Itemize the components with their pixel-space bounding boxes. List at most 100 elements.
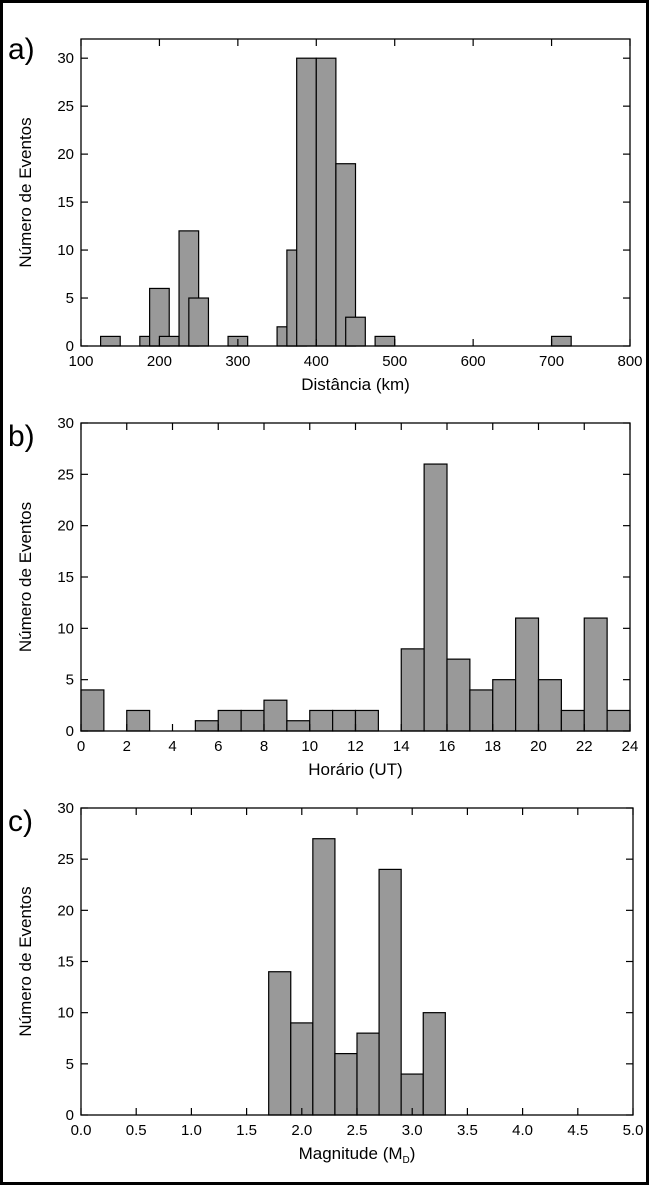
x-axis-label-subscript: D [403,1155,410,1166]
histogram-bar [400,648,425,732]
histogram-bar [606,709,631,732]
histogram-bar [550,335,572,347]
histogram-bar [583,617,608,732]
x-tick-label: 12 [347,738,364,755]
x-tick-label: 0.5 [126,1122,147,1139]
chart-panel-3: 0.0 0.5 1.0 1.5 2.0 2.5 3.0 3.5 4.0 4.5 5.0 0 5 10 15 2… [8,800,643,1166]
histogram-bar [537,679,562,732]
x-tick-label: 14 [393,738,410,755]
x-tick-label: 2 [123,738,131,755]
x-axis-label: Distância (km) [301,375,410,394]
histogram-bar [286,720,311,732]
histogram-bar [423,463,448,732]
x-tick-label: 24 [622,738,639,755]
plot-frame [80,38,631,347]
histogram-bar [422,1012,446,1116]
y-tick-label: 15 [57,194,74,211]
x-tick-label: 3.5 [457,1122,478,1139]
histogram-bar [354,709,379,732]
x-tick-label: 8 [260,738,268,755]
y-tick-label: 5 [66,1056,74,1073]
histogram-bar [345,316,366,347]
histogram-bar [217,709,242,732]
histogram-bar [240,709,265,732]
histogram-bar [356,1032,380,1116]
histogram-bar [290,1022,314,1116]
y-tick-label: 30 [57,415,74,432]
panel-label: c) [8,805,33,838]
x-tick-label: 1.0 [181,1122,202,1139]
x-tick-label: 1.5 [236,1122,257,1139]
histogram-bar [378,868,402,1116]
x-tick-label: 600 [461,353,486,370]
histogram-bar [312,838,336,1116]
x-tick-label: 18 [484,738,501,755]
x-tick-label: 700 [539,353,564,370]
y-tick-label: 25 [57,851,74,868]
panel-label: a) [8,33,35,66]
x-tick-label: 16 [439,738,456,755]
y-axis-label: Número de Eventos [16,502,35,652]
histogram-bar [332,709,357,732]
x-tick-label: 0.0 [71,1122,92,1139]
histogram-bar [80,689,105,732]
histogram-bar [296,57,317,347]
y-tick-label: 20 [57,902,74,919]
histogram-bar [268,971,292,1116]
histogram-bar [469,689,494,732]
x-tick-label: 300 [225,353,250,370]
histogram-bar [374,335,396,347]
histogram-bar [263,699,288,732]
x-axis-label: Magnitude (MD) [299,1144,416,1166]
x-tick-label: 2.5 [347,1122,368,1139]
x-tick-label: 2.0 [291,1122,312,1139]
y-tick-label: 5 [66,290,74,307]
histogram-bar [492,679,517,732]
histogram-bar [309,709,334,732]
x-tick-label: 22 [576,738,593,755]
y-tick-label: 25 [57,466,74,483]
y-tick-label: 0 [66,338,74,355]
y-tick-label: 10 [57,620,74,637]
histogram-bar [334,1052,358,1116]
y-tick-label: 20 [57,146,74,163]
histogram-bar [315,57,337,347]
x-tick-label: 100 [68,353,93,370]
x-tick-label: 6 [214,738,222,755]
y-tick-label: 20 [57,518,74,535]
histogram-bar [188,297,210,347]
x-tick-label: 4.0 [512,1122,533,1139]
x-tick-label: 500 [382,353,407,370]
histogram-bar [126,709,151,732]
x-tick-label: 400 [304,353,329,370]
y-tick-label: 10 [57,242,74,259]
x-tick-label: 20 [530,738,547,755]
y-tick-label: 25 [57,98,74,115]
y-tick-label: 5 [66,672,74,689]
y-tick-label: 30 [57,50,74,67]
chart-panel-1: 100 200 300 400 500 600 700 800 0 5 10 15 20 25 30 a) Di… [8,33,643,394]
x-axis-label-end: ) [410,1144,416,1163]
y-tick-label: 15 [57,569,74,586]
y-axis-label: Número de Eventos [16,886,35,1036]
y-tick-label: 0 [66,1107,74,1124]
histogram-bar [446,658,471,732]
x-tick-label: 4.5 [567,1122,588,1139]
y-tick-label: 15 [57,954,74,971]
histogram-bar [194,720,219,732]
y-tick-label: 30 [57,800,74,817]
x-tick-label: 4 [168,738,176,755]
x-tick-label: 800 [617,353,642,370]
histogram-figure-svg: 100 200 300 400 500 600 700 800051015202530a)Di… [8,33,643,1166]
histogram-bar [100,335,121,347]
y-axis-label: Número de Eventos [16,117,35,267]
chart-panel-2: 0 2 4 6 8 10 12 14 16 18 20 22 24051015202530b)Horár… [8,415,638,779]
x-tick-label: 5.0 [623,1122,644,1139]
y-tick-label: 0 [66,723,74,740]
x-tick-label: 10 [301,738,318,755]
histogram-bar [560,709,585,732]
histogram-bar [158,335,180,347]
x-axis-label: Horário (UT) [308,760,402,779]
panel-label: b) [8,420,35,453]
